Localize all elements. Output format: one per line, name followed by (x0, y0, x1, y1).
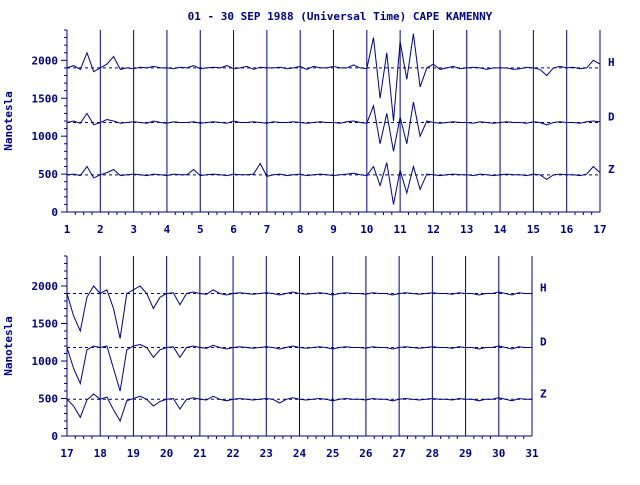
y-tick-label-top: 1500 (32, 92, 59, 105)
x-tick-label-bottom: 26 (359, 447, 373, 460)
x-tick-label-top: 12 (427, 223, 440, 236)
series-Z-top (66, 162, 601, 205)
x-tick-label-top: 5 (197, 223, 204, 236)
series-label-D-top: D (608, 111, 615, 124)
x-tick-label-bottom: 18 (94, 447, 107, 460)
x-tick-label-top: 15 (527, 223, 540, 236)
x-tick-label-top: 13 (460, 223, 473, 236)
series-H-top (66, 33, 601, 122)
y-tick-label-top: 1000 (32, 130, 59, 143)
x-tick-label-bottom: 23 (260, 447, 273, 460)
series-label-H-bottom: H (540, 282, 547, 295)
x-tick-label-bottom: 21 (193, 447, 207, 460)
y-tick-label-bottom: 2000 (32, 280, 59, 293)
x-tick-label-bottom: 24 (293, 447, 307, 460)
y-axis-title-bottom: Nanotesla (2, 316, 15, 376)
x-tick-label-top: 17 (593, 223, 606, 236)
x-tick-label-top: 11 (394, 223, 408, 236)
x-tick-label-top: 4 (164, 223, 171, 236)
x-tick-label-top: 8 (297, 223, 304, 236)
x-tick-label-bottom: 19 (127, 447, 140, 460)
x-tick-label-bottom: 25 (326, 447, 339, 460)
x-tick-label-bottom: 28 (426, 447, 439, 460)
x-tick-label-bottom: 22 (226, 447, 239, 460)
x-tick-label-bottom: 31 (525, 447, 539, 460)
series-label-D-bottom: D (540, 336, 547, 349)
series-D-bottom (66, 343, 532, 392)
series-label-Z-bottom: Z (540, 387, 547, 400)
y-axis-title-top: Nanotesla (2, 91, 15, 151)
series-Z-bottom (66, 393, 532, 423)
series-label-Z-top: Z (608, 163, 615, 176)
x-tick-label-bottom: 27 (393, 447, 406, 460)
y-tick-label-bottom: 1000 (32, 355, 59, 368)
x-tick-label-top: 14 (493, 223, 507, 236)
x-tick-label-top: 7 (264, 223, 271, 236)
x-tick-label-top: 1 (64, 223, 71, 236)
x-tick-label-top: 2 (97, 223, 104, 236)
y-tick-label-bottom: 0 (51, 430, 58, 443)
series-D-top (66, 101, 601, 152)
chart-title: 01 - 30 SEP 1988 (Universal Time) CAPE K… (188, 10, 493, 23)
x-tick-label-bottom: 29 (459, 447, 472, 460)
y-tick-label-top: 2000 (32, 54, 59, 67)
x-tick-label-top: 10 (360, 223, 373, 236)
x-tick-label-top: 9 (330, 223, 337, 236)
y-tick-label-bottom: 1500 (32, 318, 59, 331)
y-tick-label-top: 500 (38, 168, 58, 181)
y-tick-label-bottom: 500 (38, 393, 58, 406)
x-tick-label-top: 3 (130, 223, 137, 236)
x-tick-label-bottom: 20 (160, 447, 173, 460)
x-tick-label-bottom: 30 (492, 447, 505, 460)
series-H-bottom (66, 285, 532, 339)
series-label-H-top: H (608, 56, 615, 69)
x-tick-label-bottom: 17 (60, 447, 73, 460)
x-tick-label-top: 6 (230, 223, 237, 236)
y-tick-label-top: 0 (51, 206, 58, 219)
x-tick-label-top: 16 (560, 223, 574, 236)
